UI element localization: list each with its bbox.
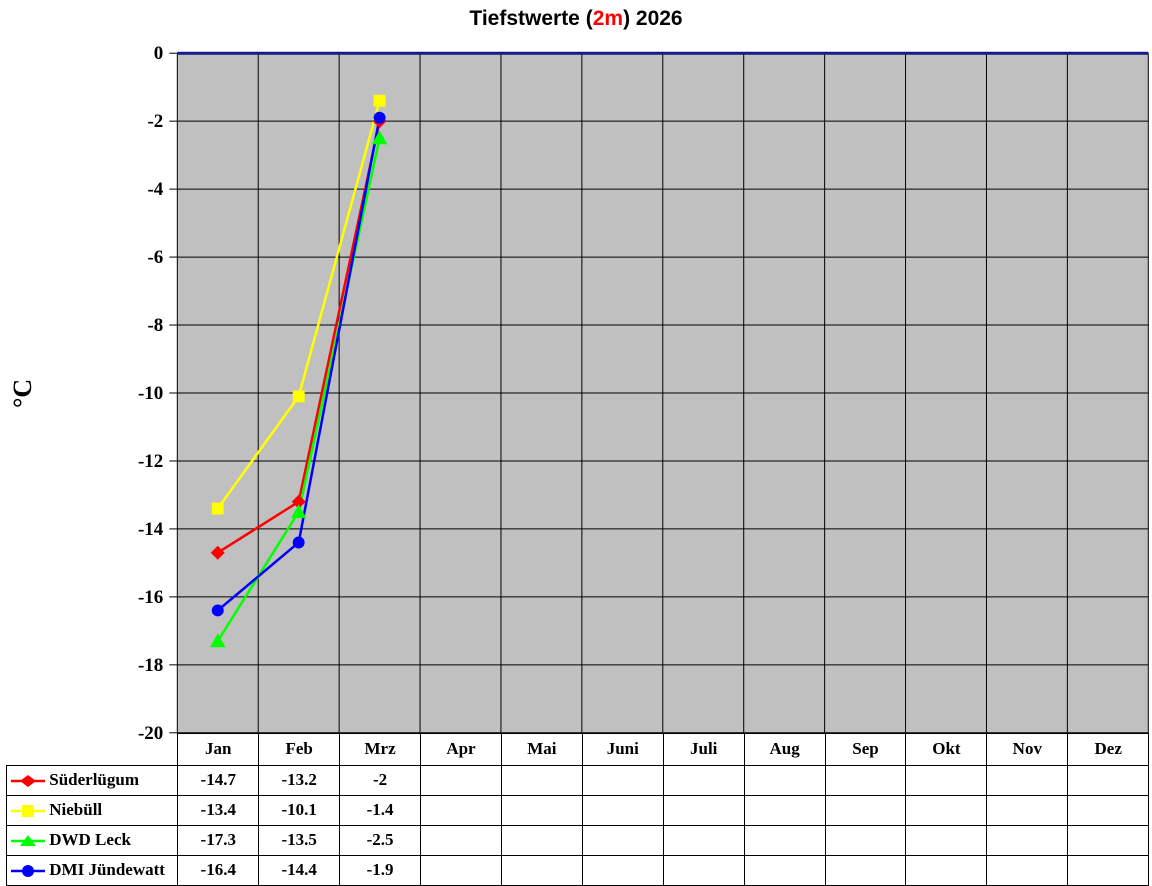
- svg-text:-18: -18: [138, 655, 163, 676]
- svg-text:-2: -2: [147, 111, 163, 132]
- svg-text:-4: -4: [147, 179, 163, 200]
- svg-text:-12: -12: [138, 451, 163, 472]
- svg-text:0: 0: [154, 43, 164, 64]
- svg-text:-8: -8: [147, 315, 163, 336]
- svg-text:-16: -16: [138, 587, 163, 608]
- svg-text:-6: -6: [147, 247, 163, 268]
- svg-text:-10: -10: [138, 383, 163, 404]
- svg-text:-14: -14: [138, 519, 164, 540]
